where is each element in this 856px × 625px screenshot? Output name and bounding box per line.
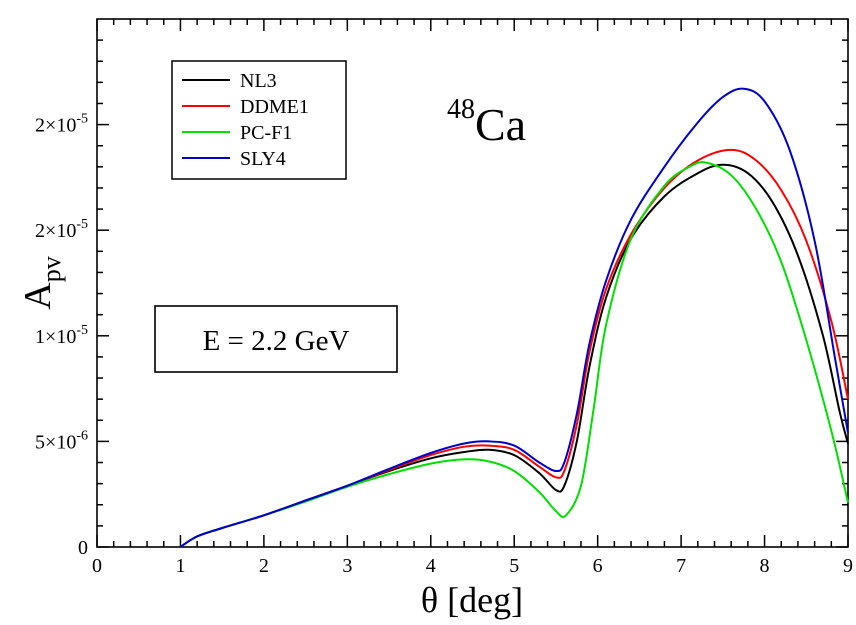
x-tick-label: 2 xyxy=(259,555,269,577)
nucleus-mass-number: 48 xyxy=(447,94,475,125)
x-tick-label: 8 xyxy=(760,555,770,577)
y-axis-title-sub: pv xyxy=(37,256,66,282)
nucleus-symbol: Ca xyxy=(475,99,526,150)
legend: NL3 DDME1 PC-F1 SLY4 xyxy=(171,60,347,180)
y-tick-label: 2×10-5 xyxy=(35,112,88,137)
x-tick-label: 1 xyxy=(175,555,185,577)
y-axis-title-main: A xyxy=(17,282,59,310)
y-tick-label: 0 xyxy=(78,537,88,559)
axis-ticks xyxy=(96,19,849,548)
energy-annotation: E = 2.2 GeV xyxy=(154,305,398,373)
legend-label-pc-f1: PC-F1 xyxy=(240,122,292,144)
x-tick-labels: 0 1 2 3 4 5 6 7 8 9 xyxy=(92,555,853,577)
x-tick-label: 6 xyxy=(593,555,603,577)
y-axis-title: Apv xyxy=(17,256,66,309)
y-tick-label: 1×10-5 xyxy=(35,323,88,348)
y-tick-label: 2×10-5 xyxy=(35,217,88,242)
y-tick-labels: 0 5×10-6 1×10-5 2×10-5 2×10-5 xyxy=(35,112,88,559)
x-tick-label: 4 xyxy=(426,555,436,577)
plot-frame xyxy=(96,18,849,548)
legend-label-ddme1: DDME1 xyxy=(240,96,309,118)
legend-label-sly4: SLY4 xyxy=(240,148,286,170)
nucleus-annotation: 48Ca xyxy=(447,94,526,150)
x-tick-label: 5 xyxy=(509,555,519,577)
energy-box xyxy=(154,305,398,373)
x-tick-label: 0 xyxy=(92,555,102,577)
x-axis-title: θ [deg] xyxy=(421,580,523,620)
series-lines xyxy=(179,87,849,548)
x-tick-label: 7 xyxy=(676,555,686,577)
svg-text:Apv: Apv xyxy=(17,256,66,309)
y-tick-label: 5×10-6 xyxy=(35,428,88,453)
x-tick-label: 9 xyxy=(843,555,853,577)
series-line-sly4 xyxy=(179,87,849,548)
x-tick-label: 3 xyxy=(342,555,352,577)
legend-label-nl3: NL3 xyxy=(240,70,277,92)
energy-label: E = 2.2 GeV xyxy=(203,325,350,357)
